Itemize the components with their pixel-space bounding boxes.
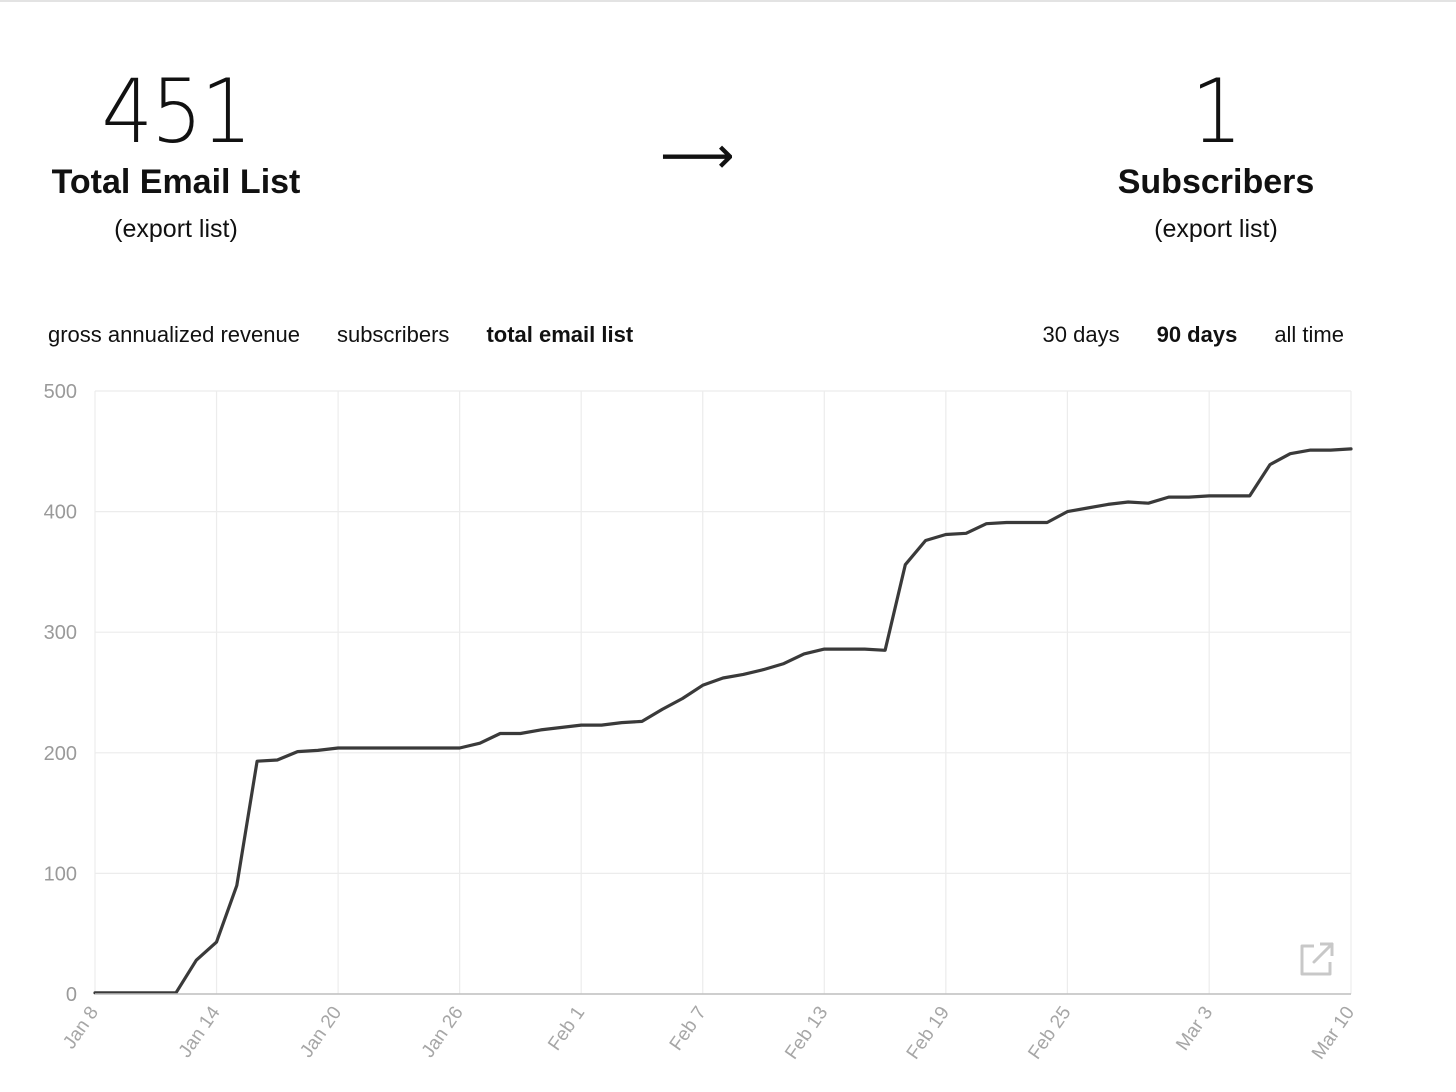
subscribers-count: 1 bbox=[1191, 60, 1243, 163]
external-link-icon[interactable] bbox=[1298, 940, 1336, 978]
tab-gross-annualized-revenue[interactable]: gross annualized revenue bbox=[48, 322, 300, 347]
x-tick-labels: Jan 8 Jan 14 Jan 20 Jan 26 Feb 1 Feb 7 Feb 13 F… bbox=[59, 1002, 1359, 1063]
tab-all-time[interactable]: all time bbox=[1274, 322, 1344, 347]
x-tick-label: Feb 1 bbox=[544, 1003, 589, 1055]
x-tick-label: Jan 20 bbox=[296, 1003, 346, 1062]
x-tick-label: Feb 7 bbox=[666, 1003, 711, 1055]
tab-total-email-list[interactable]: total email list bbox=[486, 322, 634, 347]
x-tick-label: Jan 26 bbox=[418, 1003, 468, 1062]
x-tick-label: Mar 10 bbox=[1308, 1003, 1359, 1063]
total-email-list-chart: 0 100 200 300 400 500 Jan 8 Jan 14 Jan 20 Jan 26… bbox=[44, 381, 1359, 1063]
metric-tabs: gross annualized revenue subscribers tot… bbox=[48, 318, 670, 352]
x-tick-label: Mar 3 bbox=[1172, 1003, 1217, 1055]
tab-subscribers[interactable]: subscribers bbox=[336, 322, 450, 347]
range-tabs: 30 days 90 days all time bbox=[1006, 318, 1344, 352]
y-tick-label: 100 bbox=[44, 863, 77, 885]
y-tick-label: 0 bbox=[66, 984, 77, 1006]
total-email-list-stat: 451 Total Email List (export list) bbox=[30, 62, 322, 244]
subscribers-stat: 1 Subscribers (export list) bbox=[1070, 62, 1362, 244]
subscribers-label: Subscribers bbox=[1117, 163, 1315, 201]
x-tick-label: Jan 8 bbox=[59, 1003, 103, 1053]
total-email-list-label: Total Email List bbox=[51, 163, 301, 201]
top-divider bbox=[0, 0, 1456, 2]
x-tick-label: Feb 13 bbox=[781, 1003, 832, 1064]
y-tick-label: 400 bbox=[44, 502, 77, 524]
y-tick-label: 200 bbox=[44, 743, 77, 765]
y-tick-labels: 0 100 200 300 400 500 bbox=[44, 381, 77, 1006]
x-tick-label: Feb 19 bbox=[903, 1003, 954, 1064]
export-email-list-link[interactable]: (export list) bbox=[114, 215, 238, 243]
export-subscribers-link[interactable]: (export list) bbox=[1154, 215, 1278, 243]
x-gridlines bbox=[94, 391, 1352, 994]
series-line-total-email-list bbox=[93, 447, 1353, 995]
y-tick-label: 500 bbox=[44, 381, 77, 403]
y-gridlines bbox=[95, 390, 1351, 995]
arrow-right-icon: ⟶ bbox=[660, 126, 735, 186]
y-tick-label: 300 bbox=[44, 622, 77, 644]
x-tick-label: Feb 25 bbox=[1024, 1003, 1075, 1064]
total-email-list-count: 451 bbox=[101, 60, 252, 163]
tab-90-days[interactable]: 90 days bbox=[1156, 322, 1238, 347]
tab-30-days[interactable]: 30 days bbox=[1042, 322, 1120, 347]
x-tick-label: Jan 14 bbox=[175, 1002, 225, 1061]
